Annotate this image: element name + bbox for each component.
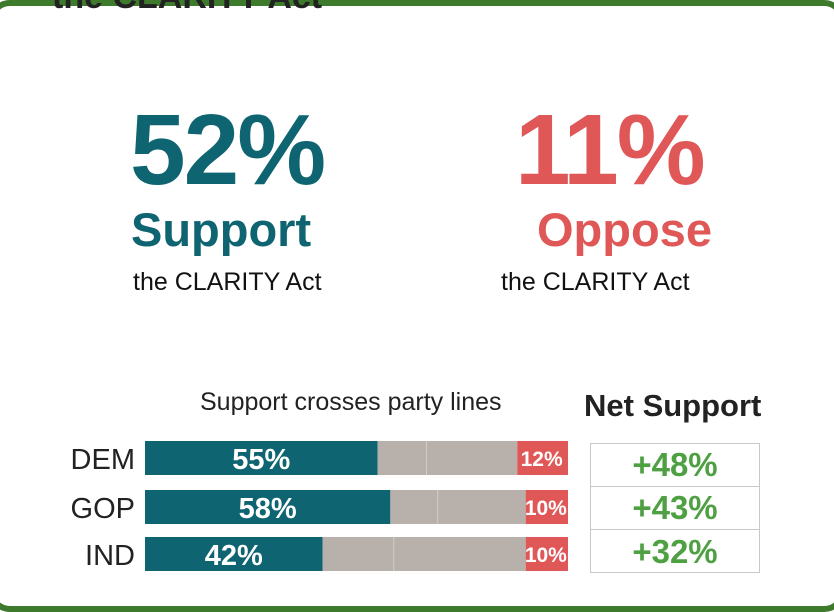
bar-neutral-ind [322,537,526,571]
party-bar-chart: DEM 55% 12% GOP 58% 10% IND 42% 10% [71,441,568,572]
support-percentage: 52% [130,94,326,206]
bar-label-support-gop: 58% [239,493,297,525]
bar-support-gop [145,490,391,524]
bar-support-dem [145,441,378,475]
bar-label-oppose-ind: 10% [525,544,567,567]
support-subtitle: the CLARITY Act [133,268,322,296]
bar-neutral-dem [377,441,518,475]
category-label-gop: GOP [71,493,135,525]
bar-label-oppose-dem: 12% [521,448,563,471]
chart-title: Support crosses party lines [200,388,502,416]
bar-label-oppose-gop: 10% [525,497,567,520]
net-support-title: Net Support [584,388,762,423]
oppose-label: Oppose [537,203,712,256]
bar-label-support-ind: 42% [205,540,263,572]
net-support-gop: +43% [591,487,759,530]
bar-oppose-gop [525,490,568,524]
bar-oppose-dem [517,441,568,475]
bar-oppose-ind [525,537,568,571]
net-support-ind: +32% [632,532,718,570]
category-label-dem: DEM [71,444,135,476]
bar-neutral-gop [390,490,526,524]
category-label-ind: IND [85,540,135,572]
net-support-table: +48% +43% +32% [590,443,760,573]
oppose-percentage: 11% [515,94,706,206]
support-label: Support [131,203,312,256]
net-support-dem: +48% [591,444,759,487]
bar-label-support-dem: 55% [232,444,290,476]
page-title: the CLARITY Act [52,0,322,17]
oppose-subtitle: the CLARITY Act [501,268,690,296]
bar-support-ind [145,537,323,571]
